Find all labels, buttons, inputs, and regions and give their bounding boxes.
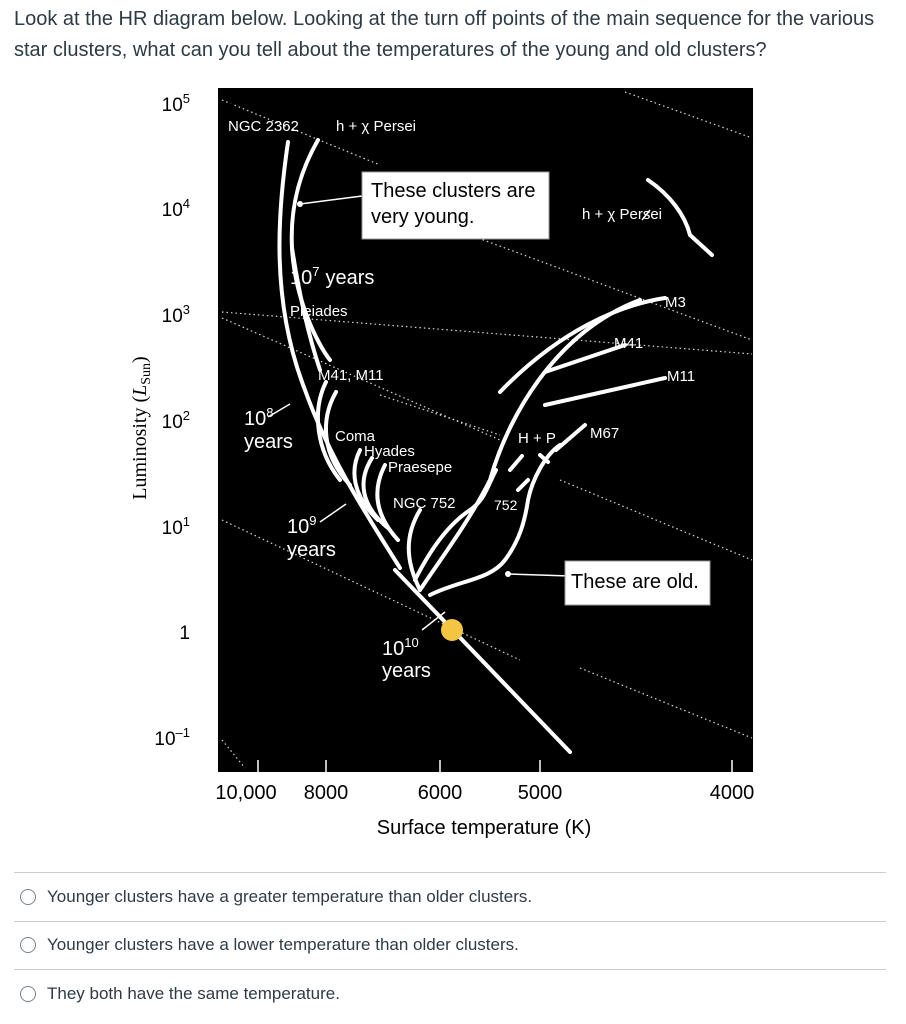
label-coma: Coma: [335, 428, 376, 445]
age-1e8-value: 108: [244, 405, 273, 430]
age-1e7: 107 years: [290, 264, 374, 289]
dotted-guide-lines: [221, 91, 753, 769]
svg-text:These clusters are: These clusters are: [371, 180, 536, 202]
y-tick-1e5: 105: [162, 91, 190, 116]
y-axis-label: Luminosity (LSun): [129, 356, 154, 499]
radio-button[interactable]: [20, 937, 36, 954]
label-hp: H + P: [518, 430, 556, 447]
leader-lines: [267, 195, 651, 631]
callout-young: These clusters are very young.: [361, 171, 550, 240]
answer-label: Younger clusters have a greater temperat…: [47, 886, 533, 906]
y-axis-tick-labels: 105 104 103 102 101 1 10–1: [154, 91, 190, 750]
radio-button[interactable]: [20, 888, 36, 905]
age-1e9-unit: years: [287, 539, 336, 561]
y-tick-1e3: 103: [162, 302, 190, 327]
label-m3: M3: [665, 294, 686, 311]
question-text: Look at the HR diagram below. Looking at…: [14, 8, 875, 61]
label-praesepe: Praesepe: [388, 459, 452, 476]
svg-text:very young.: very young.: [371, 206, 474, 228]
label-hyades: Hyades: [364, 443, 415, 460]
y-axis-ticks: [218, 103, 232, 739]
cluster-labels: NGC 2362 h + χ Persei Pleiades M41, M11 …: [228, 118, 695, 513]
x-axis-ticks: [257, 760, 733, 772]
age-labels: 107 years 108 years 109 years 1010 years: [244, 264, 431, 682]
svg-text:These are old.: These are old.: [571, 571, 699, 593]
answer-option-2[interactable]: Younger clusters have a lower temperatur…: [14, 920, 886, 970]
answer-options: Younger clusters have a greater temperat…: [14, 872, 886, 1018]
label-hx-persei-right: h + χ Persei: [582, 206, 662, 223]
callout-old: These are old.: [564, 560, 711, 606]
y-tick-1e1: 101: [162, 514, 190, 539]
age-1e8-unit: years: [244, 431, 293, 453]
radio-button[interactable]: [20, 985, 36, 1002]
label-pleiades: Pleiades: [290, 303, 348, 320]
leader-dot: [297, 201, 303, 207]
label-ngc752: NGC 752: [393, 495, 456, 512]
answer-label: They both have the same temperature.: [47, 983, 340, 1003]
sun-marker: [441, 619, 463, 641]
age-1e9-value: 109: [287, 513, 316, 538]
x-axis-tick-labels: 10,000 8000 6000 5000 4000: [215, 782, 754, 804]
y-tick-1e4: 104: [162, 196, 190, 221]
isochrone-curves: [277, 138, 714, 754]
hr-diagram: 105 104 103 102 101 1 10–1 Luminosity (L…: [129, 88, 754, 839]
hr-diagram-figure: 105 104 103 102 101 1 10–1 Luminosity (L…: [129, 88, 754, 839]
label-m67: M67: [590, 425, 619, 442]
label-m11: M11: [667, 368, 695, 385]
label-m41-m11: M41, M11: [318, 367, 384, 384]
label-hx-persei-top: h + χ Persei: [336, 118, 416, 135]
svg-text:10,000: 10,000: [215, 782, 276, 804]
leader-dot: [505, 571, 511, 577]
answer-label: Younger clusters have a lower temperatur…: [47, 935, 519, 955]
svg-text:4000: 4000: [710, 782, 755, 804]
answer-option-1[interactable]: Younger clusters have a greater temperat…: [14, 872, 886, 921]
svg-text:5000: 5000: [518, 782, 563, 804]
svg-text:8000: 8000: [304, 782, 349, 804]
age-1e10-value: 1010: [382, 635, 419, 660]
svg-text:6000: 6000: [418, 782, 463, 804]
y-tick-1e2: 102: [162, 408, 190, 433]
label-m41: M41: [614, 335, 643, 352]
age-1e10-unit: years: [382, 660, 431, 682]
label-ngc2362: NGC 2362: [228, 118, 299, 135]
y-tick-1: 1: [179, 623, 190, 644]
y-tick-1e-1: 10–1: [154, 725, 190, 750]
answer-option-3[interactable]: They both have the same temperature.: [14, 969, 886, 1018]
label-752: 752: [494, 497, 518, 513]
x-axis-label: Surface temperature (K): [377, 817, 592, 839]
